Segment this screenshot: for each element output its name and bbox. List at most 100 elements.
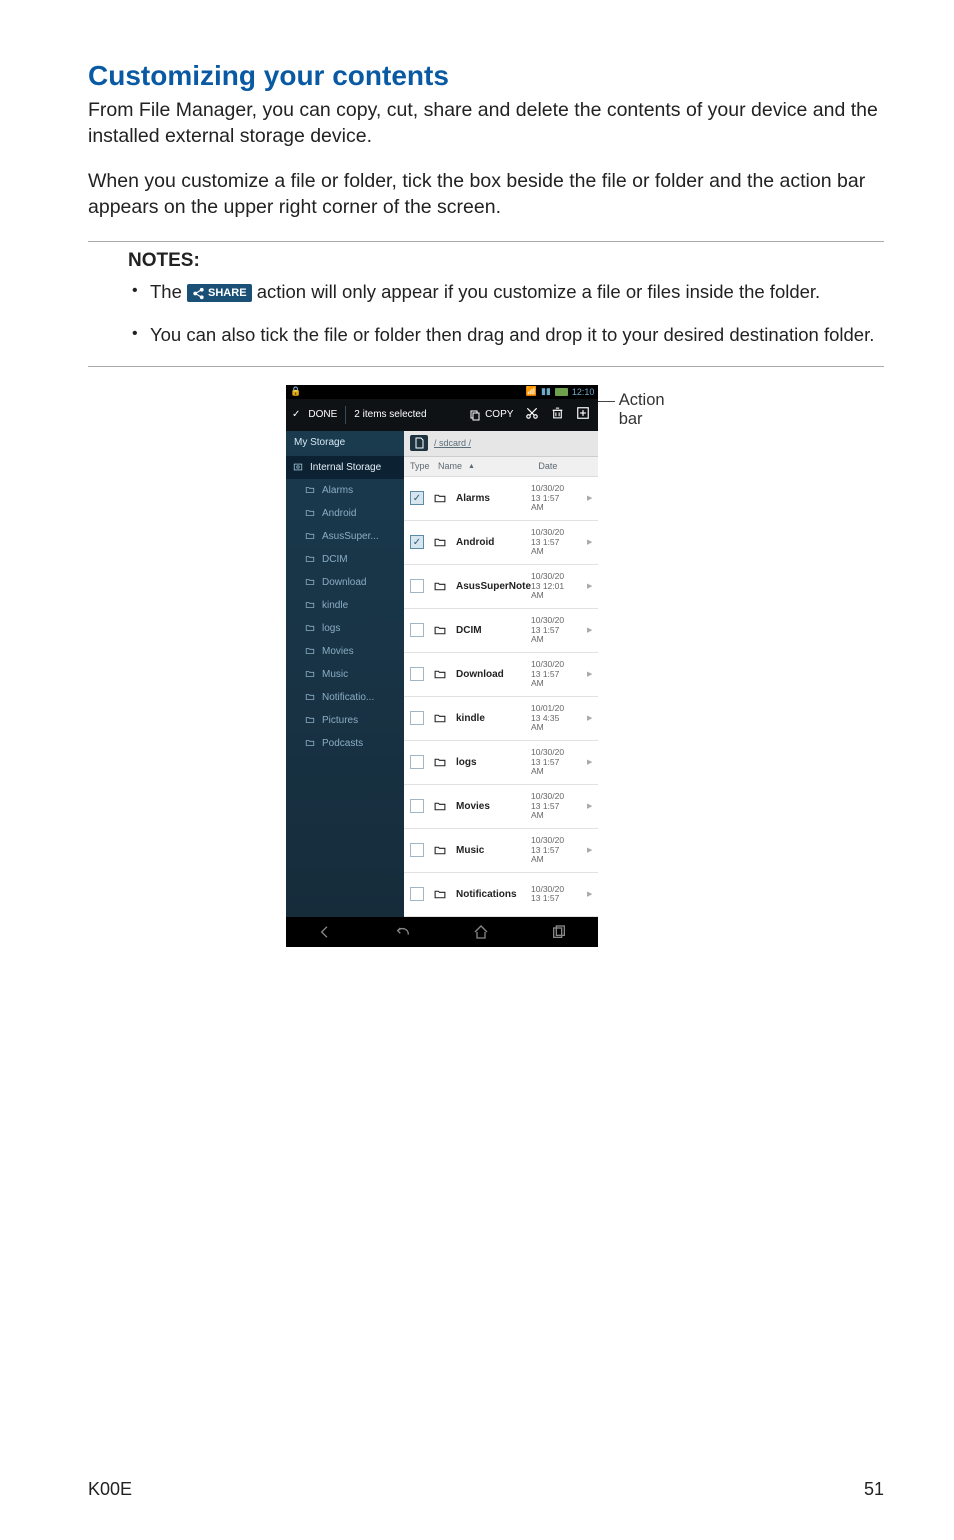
status-time: 12:10 — [572, 387, 595, 397]
footer-page-number: 51 — [864, 1479, 884, 1500]
note-1: The SHARE action will only appear if you… — [128, 280, 884, 305]
select-all-button[interactable] — [576, 406, 590, 423]
chevron-right-icon: ▶ — [587, 538, 592, 546]
folder-icon — [432, 668, 448, 681]
file-date: 10/30/2013 1:57AM — [531, 660, 583, 688]
file-date: 10/01/2013 4:35AM — [531, 704, 583, 732]
breadcrumb: / sdcard / — [404, 431, 598, 457]
file-row[interactable]: DCIM10/30/2013 1:57AM▶ — [404, 609, 598, 653]
folder-icon — [432, 888, 448, 901]
file-name: Notifications — [456, 889, 531, 900]
file-row[interactable]: Notifications10/30/2013 1:57▶ — [404, 873, 598, 917]
done-label[interactable]: DONE — [308, 409, 337, 420]
sidebar-item-music[interactable]: Music — [286, 663, 404, 686]
lock-icon: 🔒 — [290, 386, 301, 397]
sidebar-item-asussuper-[interactable]: AsusSuper... — [286, 525, 404, 548]
selected-count: 2 items selected — [354, 409, 426, 420]
checkbox[interactable] — [410, 755, 424, 769]
cut-button[interactable] — [525, 406, 539, 423]
checkbox[interactable] — [410, 711, 424, 725]
file-name: kindle — [456, 713, 531, 724]
screenshot-figure: 🔒 📶 ▮▮ 12:10 ✓ DONE 2 items selected — [286, 385, 686, 947]
checkbox[interactable]: ✓ — [410, 535, 424, 549]
divider-2 — [88, 366, 884, 367]
file-row[interactable]: Movies10/30/2013 1:57AM▶ — [404, 785, 598, 829]
chevron-right-icon: ▶ — [587, 494, 592, 502]
sidebar: My Storage Internal Storage AlarmsAndroi… — [286, 431, 404, 917]
sidebar-item-label: Download — [322, 577, 366, 588]
sidebar-item-notificatio-[interactable]: Notificatio... — [286, 686, 404, 709]
checkbox[interactable]: ✓ — [410, 491, 424, 505]
file-row[interactable]: Music10/30/2013 1:57AM▶ — [404, 829, 598, 873]
sidebar-header: My Storage — [286, 431, 404, 456]
file-name: Download — [456, 669, 531, 680]
nav-undo-icon[interactable] — [395, 924, 411, 940]
nav-recent-icon[interactable] — [551, 924, 567, 940]
file-row[interactable]: ✓Android10/30/2013 1:57AM▶ — [404, 521, 598, 565]
file-date: 10/30/2013 1:57AM — [531, 484, 583, 512]
checkbox[interactable] — [410, 799, 424, 813]
sidebar-item-label: AsusSuper... — [322, 531, 379, 542]
sidebar-item-podcasts[interactable]: Podcasts — [286, 732, 404, 755]
sidebar-item-label: Pictures — [322, 715, 358, 726]
nav-back-icon[interactable] — [317, 924, 333, 940]
folder-icon — [304, 646, 316, 656]
note1-pre: The — [150, 281, 187, 302]
file-row[interactable]: kindle10/01/2013 4:35AM▶ — [404, 697, 598, 741]
checkbox[interactable] — [410, 579, 424, 593]
folder-icon — [304, 715, 316, 725]
file-row[interactable]: ✓Alarms10/30/2013 1:57AM▶ — [404, 477, 598, 521]
sidebar-item-pictures[interactable]: Pictures — [286, 709, 404, 732]
checkbox[interactable] — [410, 623, 424, 637]
folder-icon — [432, 580, 448, 593]
col-name[interactable]: Name ▲ — [438, 461, 538, 471]
sidebar-item-download[interactable]: Download — [286, 571, 404, 594]
nav-home-icon[interactable] — [473, 924, 489, 940]
folder-icon — [432, 844, 448, 857]
done-icon[interactable]: ✓ — [292, 409, 300, 420]
delete-button[interactable] — [551, 406, 564, 423]
sidebar-item-android[interactable]: Android — [286, 502, 404, 525]
file-name: Movies — [456, 801, 531, 812]
col-type[interactable]: Type — [410, 461, 438, 471]
checkbox[interactable] — [410, 843, 424, 857]
chevron-right-icon: ▶ — [587, 758, 592, 766]
file-row[interactable]: logs10/30/2013 1:57AM▶ — [404, 741, 598, 785]
wifi-icon: 📶 — [526, 386, 537, 397]
sidebar-root[interactable]: Internal Storage — [286, 456, 404, 479]
note-2: You can also tick the file or folder the… — [128, 323, 884, 348]
sidebar-item-dcim[interactable]: DCIM — [286, 548, 404, 571]
checkbox[interactable] — [410, 887, 424, 901]
copy-button[interactable]: COPY — [469, 409, 513, 421]
col-date[interactable]: Date — [538, 461, 592, 471]
copy-label: COPY — [485, 409, 513, 420]
system-navbar — [286, 917, 598, 947]
breadcrumb-path[interactable]: / sdcard / — [434, 438, 471, 448]
folder-icon — [304, 692, 316, 702]
folder-icon — [432, 492, 448, 505]
chevron-right-icon: ▶ — [587, 802, 592, 810]
callout-label: Action bar — [619, 391, 686, 429]
checkbox[interactable] — [410, 667, 424, 681]
chevron-right-icon: ▶ — [587, 626, 592, 634]
sidebar-item-label: Notificatio... — [322, 692, 374, 703]
sidebar-item-alarms[interactable]: Alarms — [286, 479, 404, 502]
folder-icon — [432, 712, 448, 725]
note1-post: action will only appear if you customize… — [257, 281, 821, 302]
column-headers: Type Name ▲ Date — [404, 457, 598, 477]
breadcrumb-home-button[interactable] — [410, 435, 428, 451]
file-row[interactable]: Download10/30/2013 1:57AM▶ — [404, 653, 598, 697]
sidebar-item-movies[interactable]: Movies — [286, 640, 404, 663]
copy-icon — [469, 409, 481, 421]
folder-icon — [304, 577, 316, 587]
sidebar-item-logs[interactable]: logs — [286, 617, 404, 640]
file-row[interactable]: AsusSuperNote10/30/2013 12:01AM▶ — [404, 565, 598, 609]
notes-heading: NOTES: — [128, 250, 884, 272]
folder-icon — [304, 485, 316, 495]
folder-icon — [432, 756, 448, 769]
sdcard-icon — [413, 437, 425, 449]
page-title: Customizing your contents — [88, 60, 884, 92]
select-all-icon — [576, 406, 590, 420]
sidebar-item-kindle[interactable]: kindle — [286, 594, 404, 617]
battery-icon — [555, 388, 568, 396]
